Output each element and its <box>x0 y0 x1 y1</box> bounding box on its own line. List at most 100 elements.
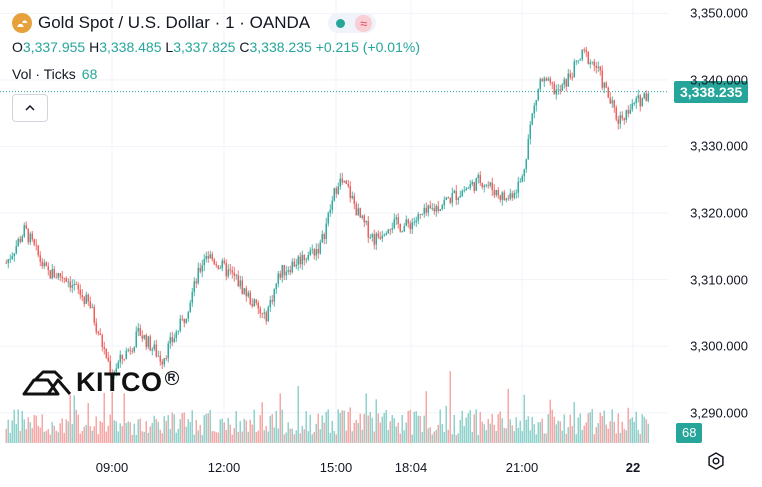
candle-body <box>231 270 233 273</box>
volume-bar <box>575 434 577 443</box>
volume-bar <box>551 409 553 443</box>
candle-body <box>61 276 63 279</box>
volume-bar <box>509 419 511 443</box>
price-axis[interactable]: 3,338.235 68 3,350.000 3,340.000 3,330.000… <box>668 0 762 446</box>
volume-bar <box>431 434 433 443</box>
volume-bar <box>337 409 339 443</box>
volume-bar <box>281 409 283 443</box>
candle-body <box>141 335 143 339</box>
market-status-pill[interactable]: ≈ <box>328 13 377 33</box>
candle-body <box>361 215 363 218</box>
candle-body <box>13 253 15 257</box>
volume-bar <box>353 422 355 443</box>
candle-body <box>337 186 339 194</box>
volume-bar <box>71 424 73 443</box>
time-tick-label: 18:04 <box>394 460 428 475</box>
candle-body <box>455 190 457 200</box>
volume-bar <box>511 425 513 443</box>
volume-bar <box>351 431 353 443</box>
candle-body <box>271 300 273 302</box>
settings-gear-icon[interactable] <box>706 451 726 471</box>
time-axis[interactable]: 09:00 12:00 15:00 18:04 21:00 22 <box>0 446 668 487</box>
candle-body <box>29 233 31 243</box>
volume-bar <box>123 393 125 443</box>
collapse-legend-button[interactable] <box>12 94 48 122</box>
candle-body <box>465 188 467 191</box>
candle-body <box>225 263 227 277</box>
volume-bar <box>561 430 563 443</box>
candle-body <box>57 273 59 278</box>
volume-bar <box>413 411 415 443</box>
volume-bar <box>485 430 487 443</box>
volume-bar <box>587 413 589 443</box>
volume-bar <box>415 411 417 443</box>
volume-bar <box>425 391 427 443</box>
volume-bar <box>447 429 449 443</box>
candle-body <box>627 110 629 114</box>
volume-bar <box>357 422 359 443</box>
volume-bar <box>495 431 497 443</box>
volume-bar <box>81 430 83 443</box>
volume-bar <box>467 413 469 443</box>
volume-bar <box>611 409 613 443</box>
candle-body <box>471 182 473 185</box>
candle-body <box>421 214 423 215</box>
volume-bar <box>543 433 545 443</box>
candle-body <box>117 362 119 369</box>
volume-bar <box>191 410 193 443</box>
candle-body <box>521 176 523 182</box>
volume-bar <box>335 434 337 443</box>
volume-bar <box>589 412 591 443</box>
volume-bar <box>139 418 141 443</box>
candle-body <box>105 348 107 358</box>
candle-body <box>539 79 541 90</box>
volume-bar <box>13 409 15 443</box>
volume-bar <box>5 428 7 443</box>
volume-bar <box>263 430 265 443</box>
symbol-title[interactable]: Gold Spot / U.S. Dollar · 1 · OANDA <box>38 13 311 32</box>
candle-body <box>217 265 219 269</box>
candle-body <box>605 82 607 88</box>
volume-bar <box>297 385 299 443</box>
volume-bar <box>187 419 189 443</box>
volume-bar <box>189 422 191 443</box>
volume-bar <box>17 409 19 443</box>
volume-bar <box>363 413 365 443</box>
volume-bar <box>89 426 91 443</box>
volume-bar <box>117 431 119 443</box>
candle-body <box>603 82 605 88</box>
volume-legend[interactable]: Vol · Ticks 68 <box>12 66 420 82</box>
candle-body <box>439 209 441 211</box>
volume-bars <box>5 371 649 443</box>
candle-body <box>461 190 463 196</box>
wave-icon[interactable]: ≈ <box>355 14 373 32</box>
candle-body <box>221 260 223 269</box>
volume-bar <box>221 418 223 443</box>
volume-bar <box>327 409 329 443</box>
candle-body <box>495 190 497 196</box>
volume-bar <box>541 418 543 443</box>
candle-body <box>591 61 593 63</box>
volume-bar <box>395 426 397 443</box>
volume-bar <box>405 422 407 443</box>
candle-body <box>35 244 37 246</box>
candle-body <box>363 215 365 223</box>
candle-body <box>415 220 417 223</box>
volume-bar <box>135 434 137 443</box>
volume-bar <box>77 414 79 443</box>
candle-body <box>37 245 39 256</box>
candle-body <box>177 331 179 332</box>
volume-bar <box>479 412 481 443</box>
candle-body <box>299 256 301 265</box>
candle-body <box>347 184 349 186</box>
volume-bar <box>483 424 485 443</box>
volume-bar <box>175 432 177 443</box>
volume-bar <box>195 419 197 443</box>
candle-body <box>365 220 367 223</box>
volume-bar <box>523 394 525 443</box>
candle-body <box>159 355 161 362</box>
volume-bar <box>521 431 523 443</box>
candle-body <box>497 190 499 196</box>
volume-bar <box>299 433 301 443</box>
